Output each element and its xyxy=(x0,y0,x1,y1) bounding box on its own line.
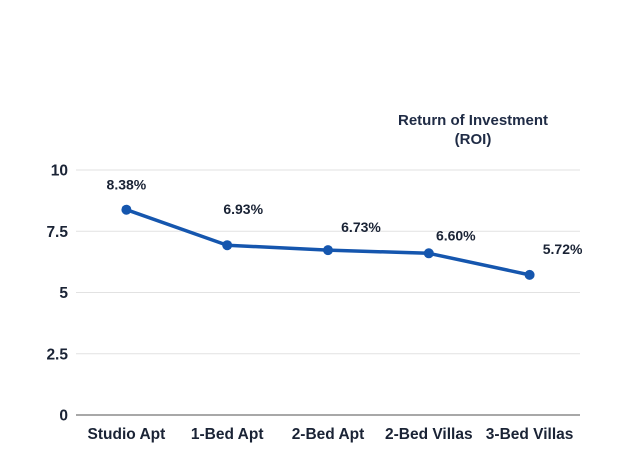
data-point-label: 6.73% xyxy=(341,219,381,235)
data-point-marker xyxy=(222,240,233,251)
y-tick-label: 5 xyxy=(59,285,68,302)
x-category-label: Studio Apt xyxy=(88,426,166,443)
y-tick-label: 0 xyxy=(59,408,68,425)
y-tick-label: 7.5 xyxy=(46,224,68,241)
data-point-label: 6.60% xyxy=(436,227,476,243)
x-category-label: 3-Bed Villas xyxy=(486,426,574,443)
data-point-label: 8.38% xyxy=(107,177,147,193)
data-point-marker xyxy=(121,204,132,215)
x-category-label: 1-Bed Apt xyxy=(191,426,264,443)
y-tick-label: 10 xyxy=(51,163,68,180)
y-tick-label: 2.5 xyxy=(46,346,68,363)
data-point-label: 5.72% xyxy=(543,241,583,257)
chart-title-line-1: Return of Investment xyxy=(397,112,548,129)
x-category-label: 2-Bed Villas xyxy=(385,426,473,443)
data-point-label: 6.93% xyxy=(223,201,263,217)
x-category-label: 2-Bed Apt xyxy=(292,426,365,443)
data-point-marker xyxy=(423,248,434,259)
chart-title: Return of Investment (ROI) xyxy=(383,111,563,149)
data-point-marker xyxy=(323,245,333,256)
chart-title-line-2: (ROI) xyxy=(454,131,492,148)
data-point-marker xyxy=(524,269,535,280)
